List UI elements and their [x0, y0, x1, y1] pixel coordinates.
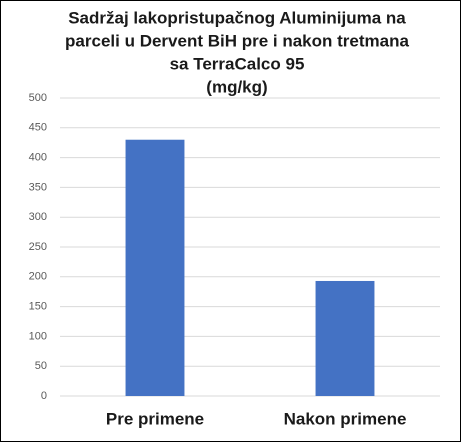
y-tick-label: 450: [29, 122, 47, 134]
x-tick-label: Nakon primene: [284, 409, 407, 428]
y-tick-label: 150: [29, 301, 47, 313]
x-tick-label: Pre primene: [106, 409, 204, 428]
y-tick-label: 0: [41, 390, 47, 402]
y-tick-label: 200: [29, 271, 47, 283]
y-tick-label: 300: [29, 211, 47, 223]
y-tick-label: 350: [29, 181, 47, 193]
chart-title: parceli u Dervent BiH pre i nakon tretma…: [65, 31, 409, 50]
y-tick-label: 50: [35, 360, 47, 372]
y-tick-label: 100: [29, 330, 47, 342]
y-tick-label: 400: [29, 152, 47, 164]
y-tick-label: 500: [29, 92, 47, 104]
chart-title: Sadržaj lakopristupačnog Aluminijuma na: [68, 8, 406, 27]
bar: [315, 280, 375, 396]
y-tick-label: 250: [29, 241, 47, 253]
bar: [125, 139, 185, 396]
chart-title: (mg/kg): [206, 77, 267, 96]
chart-title: sa TerraCalco 95: [170, 54, 305, 73]
